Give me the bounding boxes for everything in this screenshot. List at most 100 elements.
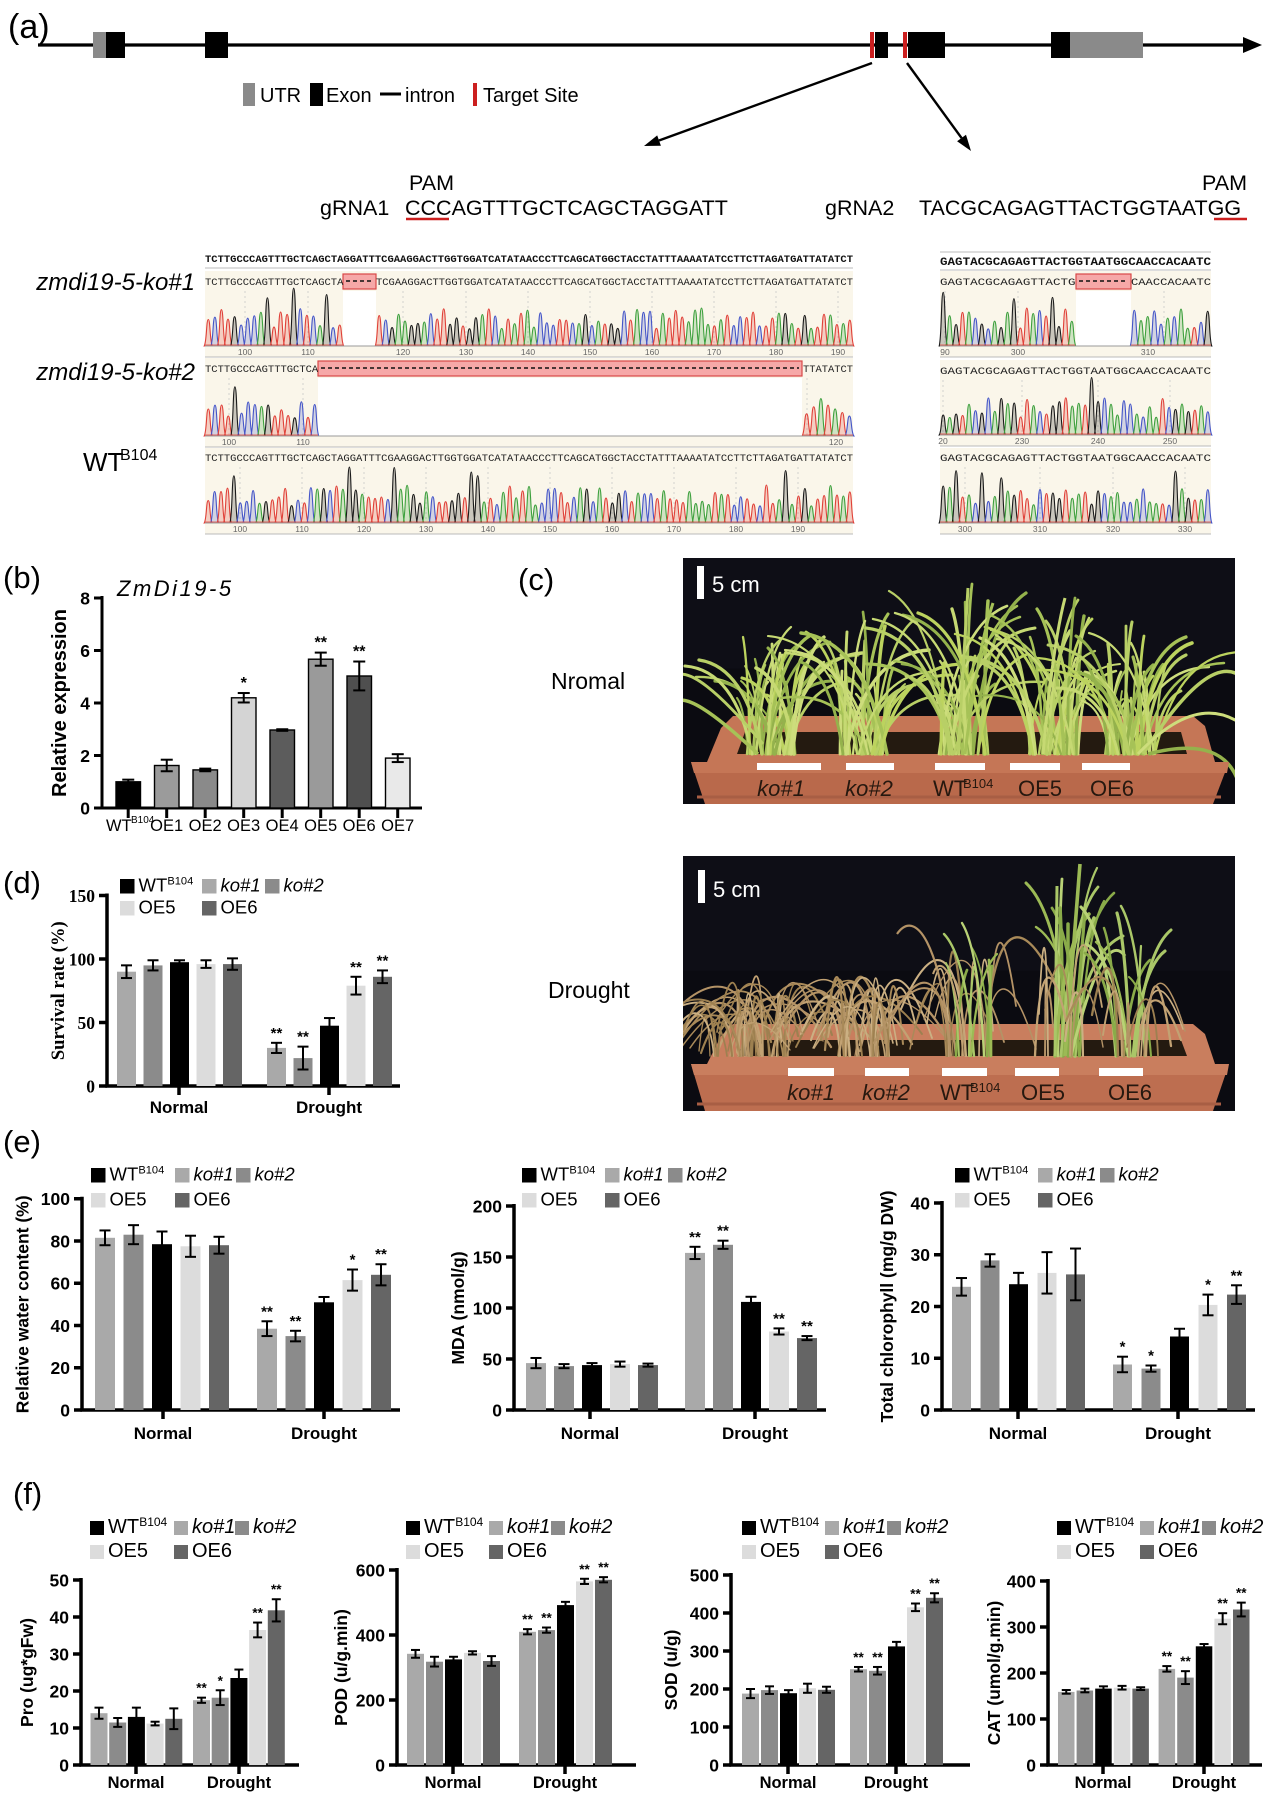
svg-text:**: **	[598, 1560, 609, 1575]
svg-text:400: 400	[356, 1625, 385, 1645]
svg-text:gRNA1: gRNA1	[320, 196, 389, 220]
svg-text:GAGTACGCAGAGTTACTGGTAATGGCAACC: GAGTACGCAGAGTTACTGGTAATGGCAACCACAATC	[940, 257, 1211, 269]
svg-text:**: **	[261, 1303, 273, 1320]
svg-text:**: **	[271, 1582, 282, 1597]
svg-text:OE6: OE6	[194, 1189, 231, 1210]
svg-text:PAM: PAM	[1202, 171, 1247, 195]
svg-text:TCTTGCCCAGTTTGCTCAGCTA: TCTTGCCCAGTTTGCTCAGCTA	[205, 277, 344, 289]
svg-text:400: 400	[1007, 1571, 1036, 1591]
svg-text:**: **	[1236, 1586, 1247, 1601]
svg-text:310: 310	[1141, 347, 1155, 357]
svg-text:ko#2: ko#2	[255, 1164, 296, 1185]
svg-text:**: **	[252, 1606, 263, 1621]
svg-text:Drought: Drought	[722, 1424, 788, 1443]
svg-text:Drought: Drought	[1172, 1774, 1237, 1792]
svg-text:B104: B104	[963, 776, 993, 791]
svg-text:200: 200	[356, 1690, 385, 1710]
svg-text:140: 140	[521, 347, 535, 357]
svg-text:Normal: Normal	[425, 1774, 482, 1792]
svg-text:GAGTACGCAGAGTTACTG: GAGTACGCAGAGTTACTG	[940, 277, 1076, 289]
svg-text:230: 230	[1015, 436, 1029, 446]
svg-text:MDA (nmol/g): MDA (nmol/g)	[448, 1251, 468, 1364]
svg-text:Nromal: Nromal	[551, 668, 625, 694]
svg-text:Normal: Normal	[989, 1424, 1048, 1443]
svg-text:(a): (a)	[8, 8, 50, 46]
svg-text:(d): (d)	[3, 865, 41, 900]
svg-text:Drought: Drought	[864, 1774, 929, 1792]
svg-text:**: **	[929, 1576, 940, 1591]
svg-text:OE2: OE2	[189, 817, 222, 835]
svg-text:B104: B104	[131, 815, 155, 826]
svg-text:40: 40	[51, 1316, 71, 1336]
svg-text:*: *	[350, 1252, 356, 1269]
svg-text:0: 0	[920, 1400, 930, 1420]
svg-text:100: 100	[41, 1189, 70, 1209]
svg-text:8: 8	[80, 588, 90, 608]
svg-text:ko#2: ko#2	[253, 1516, 296, 1538]
svg-text:6: 6	[80, 641, 90, 661]
svg-text:40: 40	[911, 1193, 931, 1213]
svg-text:200: 200	[473, 1196, 502, 1216]
svg-text:30: 30	[50, 1644, 70, 1664]
svg-text:Relative water content (%): Relative water content (%)	[13, 1195, 33, 1413]
svg-text:*: *	[1120, 1339, 1126, 1356]
svg-text:Normal: Normal	[760, 1774, 817, 1792]
svg-text:WT: WT	[760, 1516, 791, 1538]
svg-text:ko#1: ko#1	[1057, 1164, 1097, 1185]
svg-text:zmdi19-5-ko#2: zmdi19-5-ko#2	[35, 359, 195, 386]
svg-text:UTR: UTR	[260, 85, 301, 107]
svg-text:**: **	[579, 1562, 590, 1577]
svg-text:CCCAGTTTGCTCAGCTAGGATT: CCCAGTTTGCTCAGCTAGGATT	[405, 196, 728, 220]
svg-text:OE5: OE5	[1018, 776, 1062, 801]
svg-text:20: 20	[51, 1358, 71, 1378]
svg-text:150: 150	[583, 347, 597, 357]
svg-text:(c): (c)	[518, 562, 554, 597]
svg-text:TACGCAGAGTTACTGGTAATGG: TACGCAGAGTTACTGGTAATGG	[919, 196, 1241, 220]
svg-text:WT: WT	[424, 1516, 455, 1538]
svg-text:Drought: Drought	[296, 1098, 362, 1117]
svg-text:ko#2: ko#2	[1220, 1516, 1263, 1538]
svg-text:240: 240	[1091, 436, 1105, 446]
svg-text:CAT (umol/g.min): CAT (umol/g.min)	[984, 1601, 1004, 1746]
svg-text:OE5: OE5	[304, 817, 337, 835]
svg-text:120: 120	[357, 524, 371, 534]
svg-text:B104: B104	[138, 1165, 164, 1177]
svg-text:**: **	[290, 1313, 302, 1330]
svg-text:OE3: OE3	[227, 817, 260, 835]
svg-text:SOD (u/g): SOD (u/g)	[661, 1630, 681, 1711]
svg-text:OE4: OE4	[266, 817, 299, 835]
svg-text:40: 40	[50, 1607, 70, 1627]
svg-text:B104: B104	[791, 1515, 819, 1529]
svg-text:60: 60	[51, 1274, 71, 1294]
svg-text:140: 140	[481, 524, 495, 534]
svg-text:ko#1: ko#1	[507, 1516, 550, 1538]
svg-text:170: 170	[667, 524, 681, 534]
svg-text:B104: B104	[1002, 1165, 1028, 1177]
svg-text:WT: WT	[139, 875, 168, 896]
svg-text:90: 90	[940, 347, 950, 357]
svg-text:0: 0	[59, 1755, 69, 1775]
svg-text:110: 110	[295, 524, 309, 534]
svg-text:WT: WT	[108, 1516, 139, 1538]
svg-text:OE5: OE5	[424, 1540, 464, 1562]
svg-text:ko#1: ko#1	[787, 1080, 835, 1105]
svg-text:Pro (ug*gFw): Pro (ug*gFw)	[17, 1618, 37, 1727]
svg-text:**: **	[689, 1229, 701, 1246]
svg-text:OE6: OE6	[1090, 776, 1134, 801]
svg-text:**: **	[910, 1587, 921, 1602]
svg-text:Normal: Normal	[1075, 1774, 1132, 1792]
svg-text:WT: WT	[974, 1164, 1003, 1185]
svg-text:Drought: Drought	[207, 1774, 272, 1792]
svg-text:50: 50	[78, 1013, 96, 1033]
svg-text:180: 180	[729, 524, 743, 534]
svg-text:OE5: OE5	[974, 1189, 1011, 1210]
svg-text:**: **	[872, 1650, 883, 1665]
svg-text:Normal: Normal	[150, 1098, 209, 1117]
svg-text:80: 80	[51, 1231, 71, 1251]
svg-text:OE6: OE6	[221, 897, 258, 918]
svg-text:**: **	[196, 1681, 207, 1696]
svg-text:WT: WT	[541, 1164, 570, 1185]
svg-text:OE5: OE5	[760, 1540, 800, 1562]
svg-text:Target Site: Target Site	[483, 85, 579, 107]
svg-text:5 cm: 5 cm	[713, 877, 761, 902]
